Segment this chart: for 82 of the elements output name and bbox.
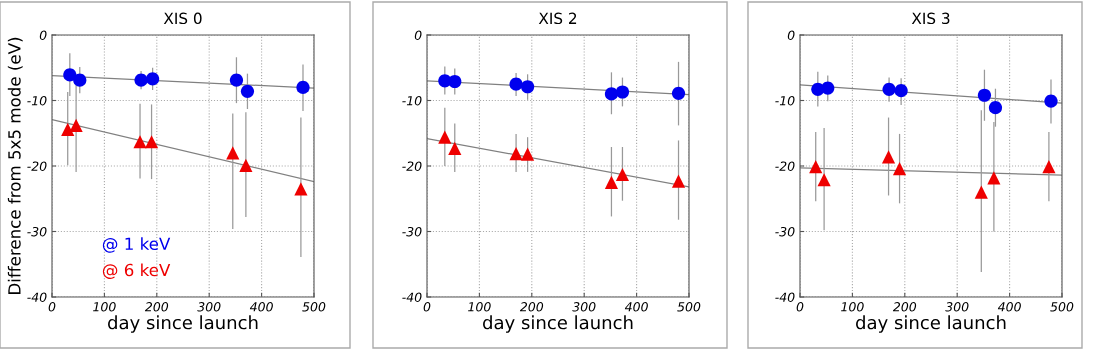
- y-tick-label: -40: [775, 292, 795, 302]
- x-axis-title: day since launch: [108, 315, 258, 333]
- y-tick-label: -30: [402, 226, 422, 237]
- point: [1042, 160, 1056, 174]
- point: [881, 150, 896, 164]
- point: [615, 85, 630, 99]
- x-tick-label: 100: [93, 302, 116, 312]
- point: [817, 173, 831, 187]
- x-tick-label: 0: [423, 302, 431, 312]
- x-axis-title: day since launch: [856, 315, 1006, 333]
- chart-title: XIS 2: [538, 12, 577, 25]
- point: [974, 185, 988, 199]
- point: [521, 147, 535, 161]
- x-tick-label: 400: [624, 302, 648, 312]
- x-axis-title: day since launch: [483, 315, 633, 333]
- point: [448, 141, 462, 155]
- point: [146, 72, 160, 86]
- x-tick-label: 100: [841, 302, 864, 312]
- point: [239, 158, 253, 172]
- x-tick-label: 500: [1050, 302, 1074, 312]
- y-tick-label: -20: [402, 161, 422, 171]
- point: [809, 160, 823, 174]
- point: [987, 171, 1001, 185]
- y-tick-label: -20: [27, 161, 47, 171]
- point: [615, 167, 630, 182]
- y-tick-label: 0: [787, 30, 795, 40]
- point: [521, 80, 535, 94]
- x-tick-label: 200: [892, 302, 917, 312]
- point: [821, 81, 835, 95]
- y-tick-label: -10: [27, 95, 47, 106]
- point: [438, 130, 452, 144]
- point: [604, 87, 619, 101]
- y-tick-label: -10: [402, 95, 422, 106]
- point: [63, 68, 77, 82]
- y-tick-label: -30: [775, 226, 795, 237]
- x-tick-label: 0: [796, 302, 804, 312]
- chart-title: XIS 0: [163, 12, 202, 25]
- x-tick-label: 0: [48, 302, 56, 312]
- point: [1044, 94, 1058, 108]
- y-tick-label: -20: [775, 161, 795, 171]
- point: [294, 182, 308, 196]
- point: [133, 135, 147, 149]
- point: [144, 135, 159, 149]
- x-tick-label: 400: [249, 302, 273, 312]
- point: [229, 73, 244, 87]
- point: [61, 122, 75, 136]
- y-tick-label: -10: [775, 95, 795, 106]
- point: [671, 86, 686, 100]
- point: [509, 77, 523, 91]
- point: [240, 84, 255, 98]
- point: [882, 82, 896, 96]
- y-tick-label: 0: [39, 30, 47, 40]
- y-tick-label: -40: [402, 292, 422, 302]
- point: [134, 73, 148, 87]
- point: [977, 88, 992, 102]
- point: [671, 174, 686, 188]
- point: [988, 101, 1003, 115]
- x-tick-label: 300: [572, 302, 596, 312]
- x-tick-label: 200: [519, 302, 544, 312]
- point: [73, 73, 87, 87]
- y-tick-label: -40: [27, 292, 47, 302]
- y-tick-label: 0: [414, 30, 422, 40]
- x-tick-label: 300: [945, 302, 969, 312]
- x-tick-label: 500: [302, 302, 326, 312]
- point: [296, 80, 310, 94]
- point: [69, 118, 83, 132]
- x-tick-label: 100: [468, 302, 491, 312]
- y-tick-label: -30: [27, 226, 47, 237]
- point: [892, 162, 907, 176]
- text: @ 6 keV: [102, 263, 171, 279]
- x-tick-label: 500: [677, 302, 701, 312]
- point: [509, 146, 523, 161]
- chart-title: XIS 3: [911, 12, 950, 25]
- y-axis-title: Difference from 5x5 mode (eV): [7, 37, 23, 294]
- x-tick-label: 400: [997, 302, 1021, 312]
- x-tick-label: 300: [197, 302, 221, 312]
- point: [448, 74, 462, 89]
- x-tick-label: 200: [144, 302, 169, 312]
- point: [226, 146, 240, 160]
- point: [894, 84, 908, 98]
- text: @ 1 keV: [102, 237, 171, 253]
- point: [604, 175, 619, 189]
